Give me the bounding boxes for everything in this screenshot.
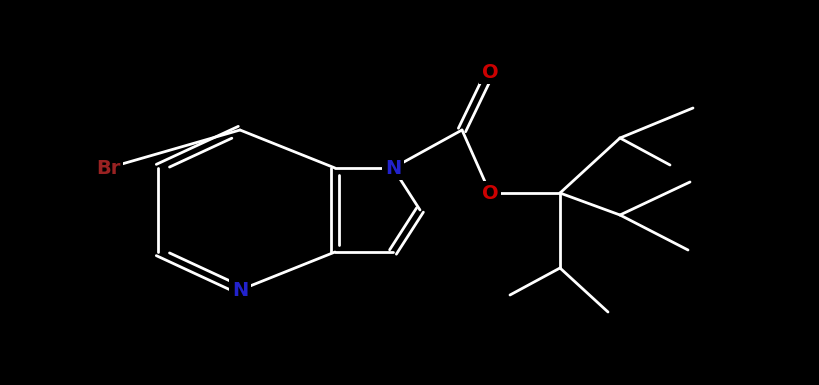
Text: O: O: [482, 184, 498, 203]
Text: Br: Br: [96, 159, 120, 177]
Text: N: N: [385, 159, 401, 177]
Text: N: N: [232, 281, 248, 300]
Text: O: O: [482, 62, 498, 82]
